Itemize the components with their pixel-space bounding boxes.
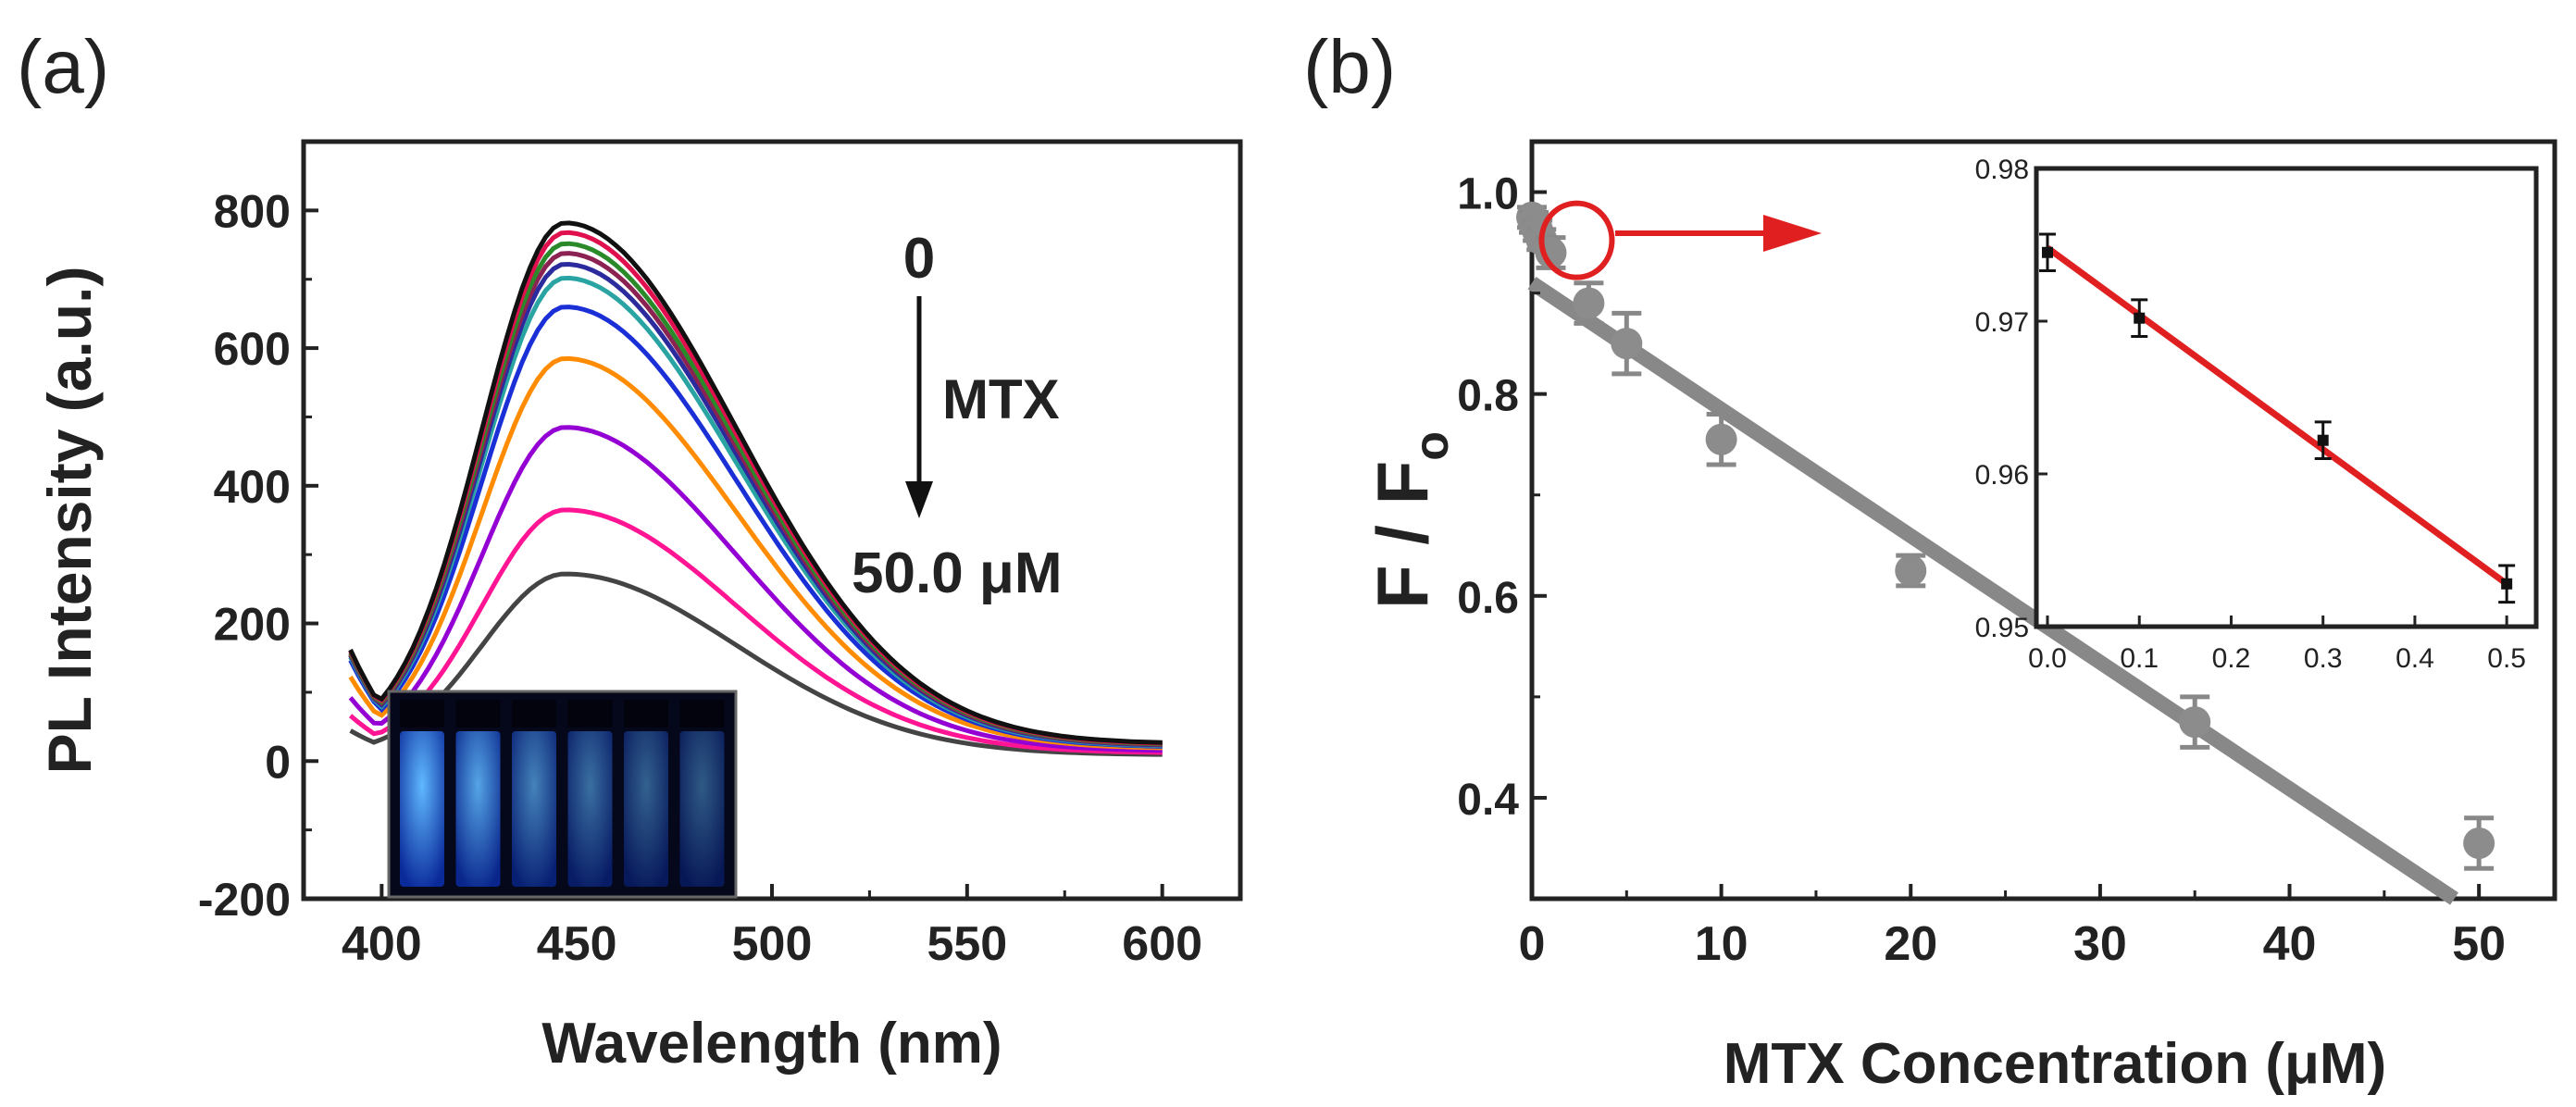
panel-b-quenching: 0 10 20 30 40 500.40.60.81.0 0.0 0.1 0.2 0.3 0.4 0… xyxy=(1362,139,2557,1096)
spectrum-curve xyxy=(348,425,1163,753)
plot-b-xlabel: MTX Concentration (μM) xyxy=(1724,1032,2386,1096)
cuvette-cap xyxy=(512,700,556,728)
plot-b-ticks: 0 10 20 30 40 50 0.4 0.6 0.8 1.0 xyxy=(1457,170,2506,971)
ylabel-text: F / F xyxy=(1362,461,1443,609)
inset-x-tick-label: 0.1 xyxy=(2120,643,2159,674)
annotation-zero: 0 xyxy=(903,227,935,291)
y-tick-label: 800 xyxy=(214,185,291,237)
y-tick-label: 0 xyxy=(265,736,291,788)
cuvette-cap xyxy=(567,700,613,728)
panel-a-spectra: 400 450 500 550 600 -200 0 200 400 600 800 0 MTX 5… xyxy=(35,139,1243,1076)
plot-a-ticks: 400 450 500 550 600 -200 0 200 400 600 800 xyxy=(198,185,1202,971)
inset-fit-line xyxy=(2045,244,2509,587)
inset-data-point xyxy=(2042,246,2053,258)
inset-y-tick-label: 0.98 xyxy=(1975,155,2029,185)
y-tick-label: -200 xyxy=(198,874,291,926)
inset-frame xyxy=(2034,166,2539,629)
ylabel-subscript: o xyxy=(1405,431,1459,461)
plot-b-ylabel-main: F / Fo xyxy=(1362,431,1459,609)
y-tick-label: 200 xyxy=(214,599,291,651)
plot-a-ylabel: PL Intensity (a.u.) xyxy=(35,267,104,775)
inset-data-point xyxy=(2134,312,2146,324)
y-tick-label: 1.0 xyxy=(1457,170,1519,219)
spectrum-curve xyxy=(348,355,1163,751)
data-point xyxy=(1895,554,1927,587)
x-tick-label: 20 xyxy=(1884,917,1937,971)
photo-cuvettes xyxy=(400,700,725,887)
x-tick-label: 400 xyxy=(342,917,422,971)
panel-a-label: (a) xyxy=(17,25,109,109)
inset-x-tick-label: 0.4 xyxy=(2396,643,2434,674)
fit-line xyxy=(1527,277,2458,905)
cuvette xyxy=(400,731,444,887)
inset-x-tick-label: 0.5 xyxy=(2487,643,2526,674)
inset-y-tick-label: 0.95 xyxy=(1975,613,2029,643)
inset-x-tick-label: 0.2 xyxy=(2212,643,2251,674)
x-tick-label: 0 xyxy=(1519,917,1546,971)
inset-x-tick-label: 0.3 xyxy=(2304,643,2343,674)
cuvette xyxy=(512,731,556,887)
data-point xyxy=(2463,827,2495,860)
highlight-arrow-head xyxy=(1763,215,1822,252)
y-tick-label: 600 xyxy=(214,323,291,375)
panel-b-label: (b) xyxy=(1303,25,1396,109)
y-tick-label: 400 xyxy=(214,461,291,513)
photo-background xyxy=(387,690,738,899)
x-tick-label: 550 xyxy=(927,917,1007,971)
plot-b-frame xyxy=(1529,139,2557,902)
cuvette-cap xyxy=(400,700,444,728)
x-tick-label: 450 xyxy=(537,917,617,971)
cuvette-cap xyxy=(679,700,725,728)
x-tick-label: 40 xyxy=(2263,917,2317,971)
y-tick-label: 0.6 xyxy=(1457,574,1519,623)
plot-b-ylabel: F / Fo xyxy=(1362,431,1459,609)
plot-a-curves xyxy=(348,220,1163,757)
annotation-concentration: 50.0 μM xyxy=(852,541,1062,605)
x-tick-label: 10 xyxy=(1695,917,1748,971)
inset-y-tick-label: 0.97 xyxy=(1975,307,2029,338)
data-point xyxy=(1611,328,1643,360)
highlight-circle xyxy=(1538,200,1615,280)
y-tick-label: 0.8 xyxy=(1457,372,1519,421)
spectrum-curve xyxy=(348,507,1163,755)
y-tick-label: 0.4 xyxy=(1457,776,1519,825)
x-tick-label: 50 xyxy=(2452,917,2506,971)
spectrum-curve xyxy=(349,571,1163,757)
x-tick-label: 500 xyxy=(732,917,813,971)
spectrum-curve xyxy=(348,220,1163,745)
cuvette xyxy=(567,731,613,887)
cuvette xyxy=(624,731,668,887)
x-tick-label: 600 xyxy=(1122,917,1202,971)
plot-a-xlabel: Wavelength (nm) xyxy=(541,1012,1002,1076)
inset-y-tick-label: 0.96 xyxy=(1975,460,2029,491)
x-tick-label: 30 xyxy=(2073,917,2127,971)
inset-x-tick-label: 0.0 xyxy=(2028,643,2067,674)
annotation-mtx: MTX xyxy=(942,368,1060,430)
data-point xyxy=(1705,423,1737,455)
inset-data-point xyxy=(2501,578,2513,590)
cuvette xyxy=(455,731,501,887)
zoom-inset: 0.0 0.1 0.2 0.3 0.4 0.5 0.95 0.96 0.97 0.98 xyxy=(1975,155,2539,674)
plot-b-fit xyxy=(1527,277,2458,905)
data-point xyxy=(2179,706,2211,739)
cuvette-photo-inset xyxy=(387,690,738,899)
cuvette-cap xyxy=(455,700,501,728)
inset-data-point xyxy=(2317,434,2329,446)
annotation-arrow-head xyxy=(905,481,933,518)
data-point xyxy=(1573,287,1605,319)
cuvette xyxy=(679,731,725,887)
cuvette-cap xyxy=(624,700,668,728)
inset-content: 0.0 0.1 0.2 0.3 0.4 0.5 0.95 0.96 0.97 0.98 xyxy=(1975,155,2526,674)
